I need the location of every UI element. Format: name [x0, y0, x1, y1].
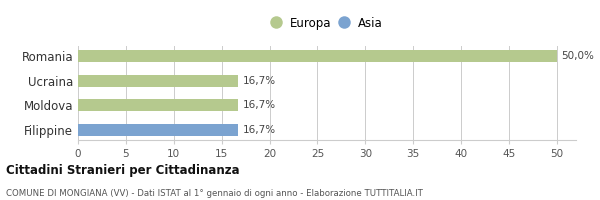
Text: 16,7%: 16,7%: [243, 125, 276, 135]
Text: Cittadini Stranieri per Cittadinanza: Cittadini Stranieri per Cittadinanza: [6, 164, 239, 177]
Legend: Europa, Asia: Europa, Asia: [267, 12, 387, 35]
Bar: [78, 75, 238, 87]
Text: COMUNE DI MONGIANA (VV) - Dati ISTAT al 1° gennaio di ogni anno - Elaborazione T: COMUNE DI MONGIANA (VV) - Dati ISTAT al …: [6, 189, 423, 198]
Bar: [78, 124, 238, 136]
Bar: [78, 99, 238, 111]
Text: 16,7%: 16,7%: [243, 76, 276, 86]
Bar: [78, 50, 557, 62]
Text: 50,0%: 50,0%: [562, 51, 595, 61]
Text: 16,7%: 16,7%: [243, 100, 276, 110]
